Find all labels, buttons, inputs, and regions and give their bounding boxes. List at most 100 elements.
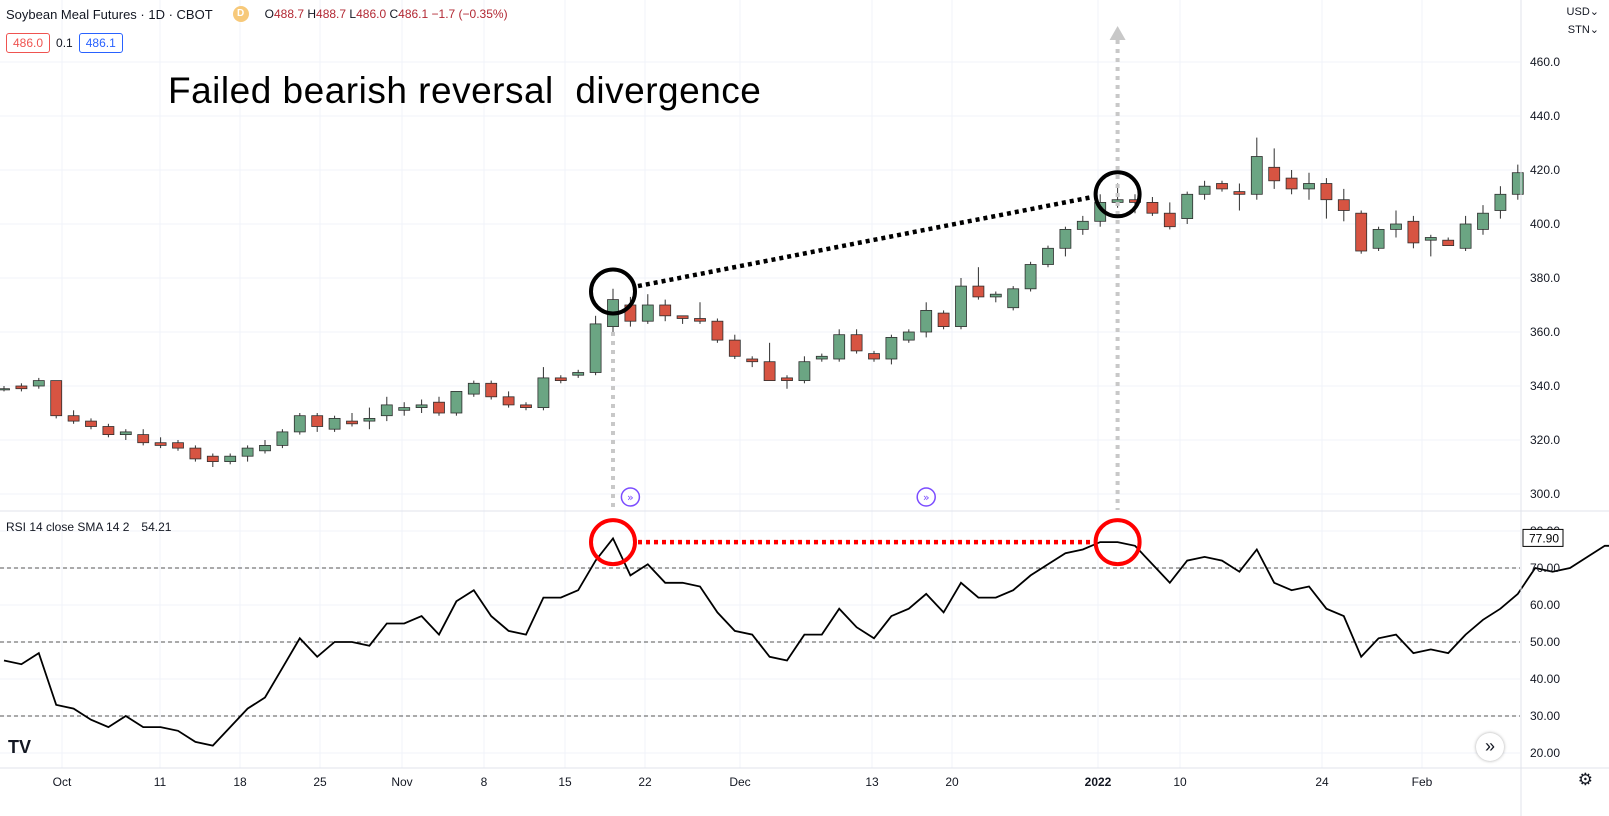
- rsi-tick-label: 30.00: [1530, 709, 1560, 723]
- candle: [0, 386, 10, 392]
- candle-body: [206, 455, 219, 463]
- candle-body: [1198, 185, 1211, 195]
- candle-body: [1390, 223, 1402, 230]
- candle: [102, 423, 115, 438]
- candle: [189, 445, 202, 462]
- candle-body: [1285, 177, 1298, 190]
- event-marker-icon: [620, 487, 641, 507]
- rsi-high-circle: [1093, 518, 1142, 567]
- sell-price-button[interactable]: 486.0: [6, 33, 51, 53]
- rsi-tick-label: 20.00: [1530, 746, 1560, 760]
- candle-body: [1216, 183, 1228, 190]
- candle-body: [1250, 156, 1263, 195]
- arrow-up-icon: [1109, 26, 1126, 40]
- candle: [641, 294, 654, 324]
- time-tick-label: 15: [558, 775, 572, 789]
- candle: [485, 380, 498, 400]
- candle-body: [659, 304, 672, 317]
- spread-value: 0.1: [56, 36, 73, 50]
- price-tick-label: 420.0: [1530, 163, 1560, 177]
- candle-body: [694, 318, 706, 322]
- candle: [137, 429, 150, 446]
- candle-body: [224, 455, 237, 463]
- candle: [259, 440, 271, 454]
- symbol-header: Soybean Meal Futures · 1D · CBOT D O488.…: [6, 6, 508, 22]
- candle: [1163, 202, 1176, 230]
- candle-body: [346, 420, 358, 425]
- candle: [1198, 180, 1211, 200]
- candle-body: [711, 320, 724, 341]
- rsi-legend[interactable]: RSI 14 close SMA 14 2 54.21: [6, 520, 171, 534]
- candle-body: [972, 285, 985, 298]
- candle: [554, 375, 567, 384]
- time-tick-label: 13: [865, 775, 879, 789]
- unit-selector[interactable]: STN⌄: [1567, 24, 1599, 36]
- candle-body: [502, 396, 515, 406]
- annotation-title[interactable]: Failed bearish reversal divergence: [168, 70, 762, 111]
- delayed-data-badge[interactable]: D: [232, 6, 249, 22]
- price-tick-label: 380.0: [1530, 271, 1560, 285]
- candle-body: [1233, 191, 1246, 195]
- candle-body: [1424, 237, 1437, 241]
- candle: [1442, 237, 1455, 246]
- candle-body: [32, 380, 45, 387]
- candle-body: [363, 417, 376, 422]
- candle-body: [989, 293, 1002, 298]
- candle: [815, 353, 828, 362]
- candle: [50, 380, 63, 419]
- candle-body: [172, 442, 184, 449]
- candle: [224, 453, 237, 465]
- time-tick-label: 22: [638, 775, 652, 789]
- go-to-realtime-button[interactable]: »: [1476, 733, 1504, 761]
- candle-body: [1477, 212, 1489, 230]
- time-tick-label: 20: [945, 775, 959, 789]
- candle-body: [1146, 201, 1159, 214]
- candle: [694, 302, 706, 324]
- rsi-last-value-box: [1522, 528, 1564, 547]
- gear-icon[interactable]: ⚙: [1577, 770, 1593, 789]
- candle-body: [746, 358, 759, 363]
- time-tick-label: 10: [1173, 775, 1187, 789]
- currency-selector[interactable]: USD⌄: [1566, 6, 1599, 18]
- time-tick-label: Dec: [729, 775, 750, 789]
- candle-body: [920, 309, 933, 333]
- candle: [1407, 215, 1420, 249]
- candle-body: [798, 361, 811, 382]
- candle: [172, 440, 184, 451]
- candle-body: [833, 334, 846, 360]
- candle-body: [398, 407, 411, 411]
- tradingview-logo-icon[interactable]: TV: [8, 737, 32, 757]
- candle: [154, 437, 167, 449]
- candle: [589, 315, 602, 376]
- candle-body: [137, 434, 150, 444]
- candle: [1146, 197, 1159, 216]
- candle-body: [676, 315, 689, 319]
- candle: [502, 391, 515, 408]
- candle: [728, 334, 741, 359]
- trade-pills: 486.0 0.1 486.1: [6, 33, 123, 53]
- candle: [450, 390, 463, 416]
- candle: [1424, 234, 1437, 257]
- candle: [276, 429, 289, 449]
- candle-body: [154, 442, 167, 446]
- candle-body: [885, 336, 898, 360]
- candle: [798, 356, 811, 384]
- price-candles: [0, 137, 1524, 467]
- candle-body: [102, 426, 115, 436]
- candle: [781, 375, 793, 389]
- candle-body: [937, 312, 950, 328]
- candle-body: [520, 404, 532, 408]
- candle: [1007, 286, 1020, 311]
- candle: [1216, 180, 1228, 192]
- candle: [346, 413, 358, 427]
- candle: [415, 399, 428, 413]
- candle: [363, 407, 376, 430]
- price-trendline: [637, 194, 1094, 289]
- symbol-title[interactable]: Soybean Meal Futures · 1D · CBOT: [6, 6, 213, 22]
- candle: [1303, 172, 1315, 200]
- buy-price-button[interactable]: 486.1: [78, 33, 123, 53]
- candle: [1285, 170, 1298, 195]
- candle-body: [85, 420, 97, 427]
- price-tick-label: 340.0: [1530, 379, 1560, 393]
